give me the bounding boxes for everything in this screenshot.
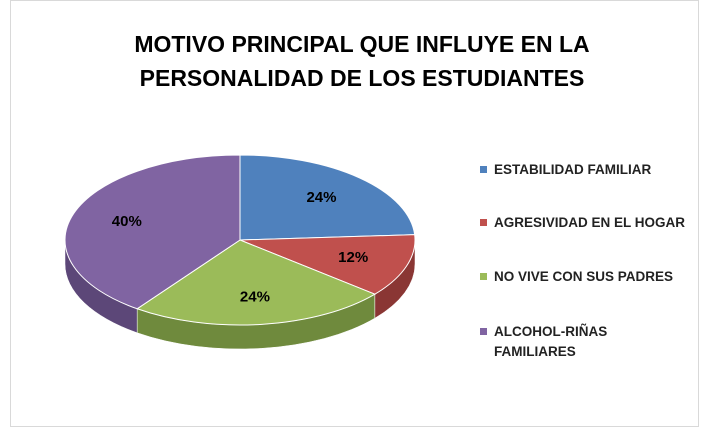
legend-item: ESTABILIDAD FAMILIAR (478, 160, 709, 180)
legend-swatch (480, 273, 487, 280)
data-label: 40% (112, 213, 142, 230)
slice (64, 154, 241, 310)
legend-item: NO VIVE CON SUS PADRES (478, 267, 709, 287)
legend-label: ESTABILIDAD FAMILIAR (494, 162, 652, 177)
data-label: 24% (306, 189, 336, 206)
chart-title: MOTIVO PRINCIPAL QUE INFLUYE EN LA (134, 31, 589, 57)
data-label: 12% (338, 249, 368, 266)
legend-label: ALCOHOL-RIÑAS FAMILIARES (494, 324, 608, 359)
legend-item: AGRESIVIDAD EN EL HOGAR (478, 213, 709, 233)
legend-label: NO VIVE CON SUS PADRES (494, 269, 674, 284)
legend-swatch (480, 219, 487, 226)
legend-swatch (480, 166, 487, 173)
slice (239, 234, 416, 295)
legend-item: ALCOHOL-RIÑAS FAMILIARES (478, 322, 634, 362)
chart-title: PERSONALIDAD DE LOS ESTUDIANTES (140, 65, 585, 91)
slice (136, 239, 376, 326)
legend-label: AGRESIVIDAD EN EL HOGAR (494, 215, 686, 230)
data-label: 24% (240, 288, 270, 305)
slice (239, 154, 416, 241)
legend-swatch (480, 328, 487, 335)
